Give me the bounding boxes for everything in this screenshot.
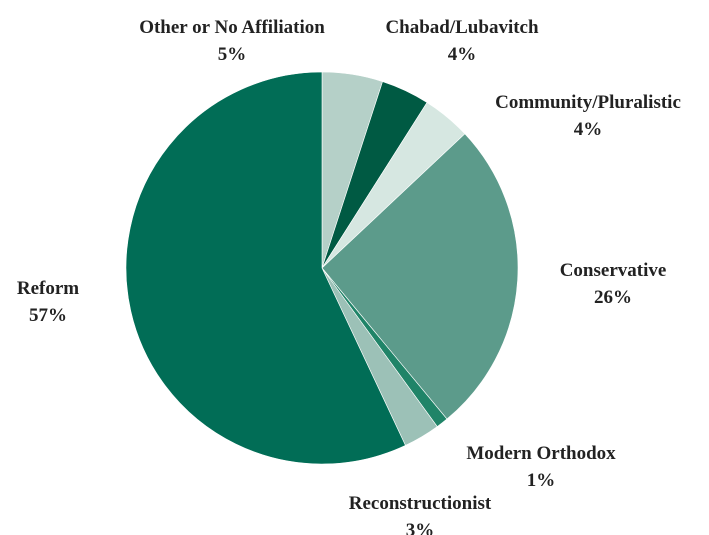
slice-value-label: 4%: [574, 119, 603, 140]
slice-label-reconstructionist: Reconstructionist 3%: [349, 493, 492, 535]
slice-label-reform: Reform 57%: [17, 278, 79, 326]
slice-value-label: 4%: [448, 44, 477, 65]
slice-value-label: 26%: [594, 287, 632, 308]
pie-slices: [125, 71, 519, 465]
slice-label-other-or-no-affiliation: Other or No Affiliation 5%: [139, 17, 325, 65]
slice-value-label: 5%: [218, 44, 247, 65]
slice-label-conservative: Conservative 26%: [560, 260, 667, 308]
slice-value-label: 3%: [406, 520, 435, 535]
slice-value-label: 57%: [29, 305, 67, 326]
slice-value-label: 1%: [527, 470, 556, 491]
pie-slice-reform: [125, 71, 406, 465]
slice-category-label: Reform: [17, 278, 79, 299]
slice-category-label: Chabad/Lubavitch: [385, 17, 539, 38]
pie-labels: Other or No Affiliation 5% Chabad/Lubavitc…: [17, 17, 681, 535]
slice-label-chabad-lubavitch: Chabad/Lubavitch 4%: [385, 17, 539, 65]
slice-category-label: Reconstructionist: [349, 493, 492, 514]
pie-slice-conservative: [321, 133, 519, 420]
slice-category-label: Community/Pluralistic: [495, 92, 681, 113]
slice-category-label: Conservative: [560, 260, 667, 281]
slice-category-label: Other or No Affiliation: [139, 17, 325, 38]
slice-label-modern-orthodox: Modern Orthodox 1%: [466, 443, 616, 491]
slice-label-community-pluralistic: Community/Pluralistic 4%: [495, 92, 681, 140]
slice-category-label: Modern Orthodox: [466, 443, 616, 464]
